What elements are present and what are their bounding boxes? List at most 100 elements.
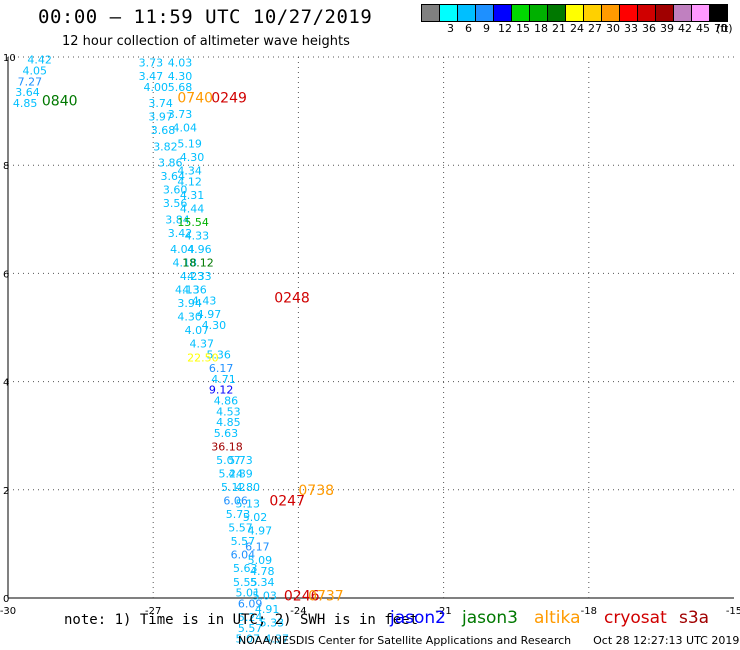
wave-height-value: 5.07 xyxy=(235,633,259,646)
pass-time-label: 0249 xyxy=(211,91,247,107)
legend-label: 36 xyxy=(642,22,656,35)
lat-tick-label: 6 xyxy=(3,269,9,280)
lon-tick-label: -15 xyxy=(726,606,740,617)
legend-label: 45 xyxy=(696,22,710,35)
lon-tick-label: -30 xyxy=(0,606,16,617)
satellite-jason3: jason3 xyxy=(462,608,518,628)
satellite-s3a: s3a xyxy=(679,608,710,628)
wave-height-value: 5.57 xyxy=(228,522,253,535)
wave-height-value: 5.33 xyxy=(260,616,285,629)
wave-height-value: 4.03 xyxy=(168,56,193,69)
lat-tick-label: 10 xyxy=(3,53,16,64)
wave-height-value: 4.30 xyxy=(202,319,227,332)
satellite-cryosat: cryosat xyxy=(604,608,667,628)
wave-height-value: 4.37 xyxy=(265,633,290,646)
wave-height-value: 4.04 xyxy=(173,121,198,134)
credit-text: NOAA/NESDIS Center for Satellite Applica… xyxy=(238,634,572,647)
wave-height-value: 4.86 xyxy=(214,395,239,408)
wave-height-value: 6.17 xyxy=(245,541,270,554)
wave-height-value: 4.85 xyxy=(13,97,38,110)
wave-height-value: 6.04 xyxy=(231,549,256,562)
wave-height-value: 5.73 xyxy=(226,508,251,521)
wave-height-value: 4.78 xyxy=(250,565,275,578)
legend-label: 18 xyxy=(534,22,548,35)
credit-line: NOAA/NESDIS Center for Satellite Applica… xyxy=(238,634,739,647)
wave-height-value: 3.64 xyxy=(15,86,40,99)
color-legend xyxy=(421,4,728,22)
wave-height-value: 5.07 xyxy=(216,454,241,467)
wave-height-value: 4.91 xyxy=(255,603,280,616)
pass-time-label: 0247 xyxy=(269,494,305,510)
wave-height-value: 5.01 xyxy=(235,587,259,600)
legend-label: 15 xyxy=(516,22,530,35)
wave-height-value: 5.09 xyxy=(248,554,273,567)
legend-swatch xyxy=(709,4,728,22)
lon-tick-label: -24 xyxy=(290,606,306,617)
lon-tick-label: -21 xyxy=(435,606,451,617)
satellite-jason2: jason2 xyxy=(390,608,446,628)
wave-height-value: 4.31 xyxy=(180,189,205,202)
wave-height-value: 3.47 xyxy=(139,70,164,83)
wave-height-value: 5.24 xyxy=(219,468,244,481)
wave-height-value: 5.68 xyxy=(168,81,193,94)
lat-tick-label: 0 xyxy=(3,594,9,605)
map-title: 00:00 – 11:59 UTC 10/27/2019 xyxy=(38,6,373,28)
wave-height-value: 4.30 xyxy=(177,311,202,324)
wave-height-value: 5.63 xyxy=(233,562,258,575)
wave-height-value: 7.27 xyxy=(18,75,43,88)
wave-height-value: 4.04 xyxy=(170,243,195,256)
wave-height-value: 9.12 xyxy=(209,384,234,397)
wave-height-value: 4.34 xyxy=(177,165,202,178)
wave-height-value: 4.00 xyxy=(144,81,169,94)
wave-height-value: 4.33 xyxy=(187,270,212,283)
satellite-altika: altika xyxy=(534,608,581,628)
wave-height-value: 5.63 xyxy=(214,427,239,440)
legend-unit: (ft) xyxy=(716,22,733,35)
generated-timestamp: Oct 28 12:27:13 UTC 2019 xyxy=(593,634,740,647)
wave-height-value: 6.09 xyxy=(238,597,263,610)
wave-height-value: 5.24 xyxy=(238,611,263,624)
wave-height-value: 18.12 xyxy=(182,257,214,270)
wave-height-value: 5.34 xyxy=(250,576,275,589)
map-subtitle: 12 hour collection of altimeter wave hei… xyxy=(62,34,350,49)
wave-height-value: 4.71 xyxy=(211,373,236,386)
wave-height-value: 5.55 xyxy=(233,576,258,589)
wave-height-value: 3.64 xyxy=(160,170,185,183)
wave-height-value: 3.94 xyxy=(177,297,202,310)
wave-height-value: 4.37 xyxy=(190,338,215,351)
wave-height-value: 3.68 xyxy=(151,124,176,137)
wave-height-value: 4.12 xyxy=(177,175,202,188)
lat-tick-label: 2 xyxy=(3,486,9,497)
lon-tick-label: -18 xyxy=(581,606,597,617)
legend-label: 3 xyxy=(447,22,454,35)
wave-height-value: 4.30 xyxy=(180,151,205,164)
wave-height-value: 4.96 xyxy=(187,243,212,256)
wave-height-value: 3.86 xyxy=(158,156,183,169)
lat-tick-label: 4 xyxy=(3,378,9,389)
legend-label: 9 xyxy=(483,22,490,35)
wave-height-value: 4.80 xyxy=(235,481,259,494)
wave-height-value: 4.97 xyxy=(197,308,222,321)
wave-height-value: 5.73 xyxy=(228,454,253,467)
wave-height-value: 5.12 xyxy=(221,481,246,494)
legend-label: 24 xyxy=(570,22,584,35)
legend-label: 33 xyxy=(624,22,638,35)
wave-height-value: 4.42 xyxy=(27,54,52,67)
wave-height-value: 4.18 xyxy=(173,257,198,270)
wave-height-value: 4.89 xyxy=(228,468,253,481)
wave-height-value: 4.07 xyxy=(185,324,210,337)
wave-height-value: 3.73 xyxy=(139,56,164,69)
wave-height-value: 4.30 xyxy=(168,70,193,83)
wave-height-value: 5.03 xyxy=(252,589,276,602)
legend-label: 30 xyxy=(606,22,620,35)
wave-height-value: 4.53 xyxy=(216,405,241,418)
wave-height-value: 15.54 xyxy=(177,216,209,229)
lat-tick-label: 8 xyxy=(3,161,9,172)
wave-height-value: 3.56 xyxy=(163,197,188,210)
wave-height-value: 6.06 xyxy=(223,495,248,508)
wave-height-value: 4.23 xyxy=(180,270,205,283)
pass-time-label: 0740 xyxy=(177,91,213,107)
wave-height-value: 4.44 xyxy=(180,202,205,215)
wave-height-value: 3.97 xyxy=(148,111,173,124)
